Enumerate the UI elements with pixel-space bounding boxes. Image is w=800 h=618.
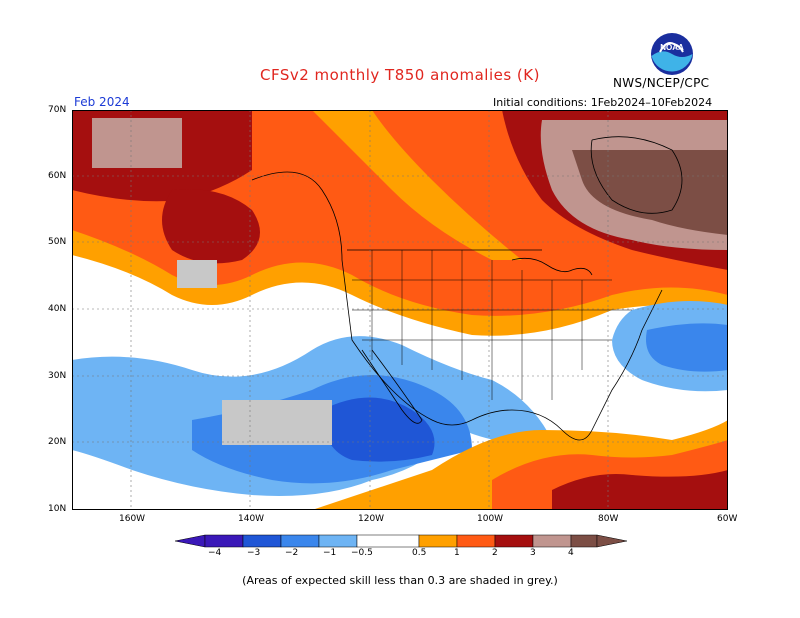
cool-anomaly-dark-blue-core: [322, 397, 435, 462]
lon-label-100w: 100W: [477, 514, 504, 524]
anomaly-map: [72, 110, 728, 510]
colorbar-tick-1: 1: [454, 548, 460, 558]
colorbar-tick-minus1: −1: [323, 548, 337, 558]
low-skill-grey-pacific-south: [222, 400, 332, 445]
colorbar-tick-minus2: −2: [285, 548, 299, 558]
organization-label: NWS/NCEP/CPC: [613, 76, 710, 90]
lat-label-30n: 30N: [48, 371, 67, 381]
warm-anomaly-tropics-dark-red: [552, 470, 728, 510]
lon-label-80w: 80W: [598, 514, 619, 524]
svg-text:NOAA: NOAA: [660, 43, 684, 52]
lon-label-140w: 140W: [238, 514, 265, 524]
warm-anomaly-brown-hudson: [572, 150, 728, 235]
skill-footnote: (Areas of expected skill less than 0.3 a…: [242, 574, 558, 587]
coastline-west: [251, 171, 473, 426]
warm-anomaly-orange-channel: [312, 110, 522, 260]
warm-anomaly-dark-red-pacific: [162, 189, 260, 264]
lon-label-120w: 120W: [358, 514, 385, 524]
lon-label-160w: 160W: [119, 514, 146, 524]
coastline-gulf: [471, 289, 663, 441]
initial-conditions: Initial conditions: 1Feb2024–10Feb2024: [493, 96, 713, 109]
colorbar: [175, 534, 627, 548]
noaa-logo-icon: NOAA: [651, 33, 693, 75]
coastline-great-lakes: [511, 257, 593, 276]
colorbar-tick-2: 2: [492, 548, 498, 558]
map-title: CFSv2 monthly T850 anomalies (K): [260, 66, 540, 84]
forecast-month: Feb 2024: [74, 95, 130, 109]
lat-label-10n: 10N: [48, 504, 67, 514]
colorbar-tick-minus3: −3: [247, 548, 261, 558]
lat-label-70n: 70N: [48, 105, 67, 115]
colorbar-tick-05: 0.5: [412, 548, 427, 558]
colorbar-tick-minus4: −4: [208, 548, 222, 558]
colorbar-tick-4: 4: [568, 548, 574, 558]
low-skill-grey-pacific-north: [177, 260, 217, 288]
colorbar-tick-3: 3: [530, 548, 536, 558]
lat-label-40n: 40N: [48, 304, 67, 314]
warm-anomaly-pink-alaska: [92, 118, 182, 168]
cool-anomaly-atlantic-core: [646, 323, 728, 372]
colorbar-tick-minus05: −0.5: [351, 548, 373, 558]
coastline-baja: [361, 349, 423, 424]
lat-label-20n: 20N: [48, 437, 67, 447]
lat-label-50n: 50N: [48, 237, 67, 247]
lon-label-60w: 60W: [717, 514, 738, 524]
coastline-hudson-bay: [590, 136, 683, 214]
lat-label-60n: 60N: [48, 171, 67, 181]
